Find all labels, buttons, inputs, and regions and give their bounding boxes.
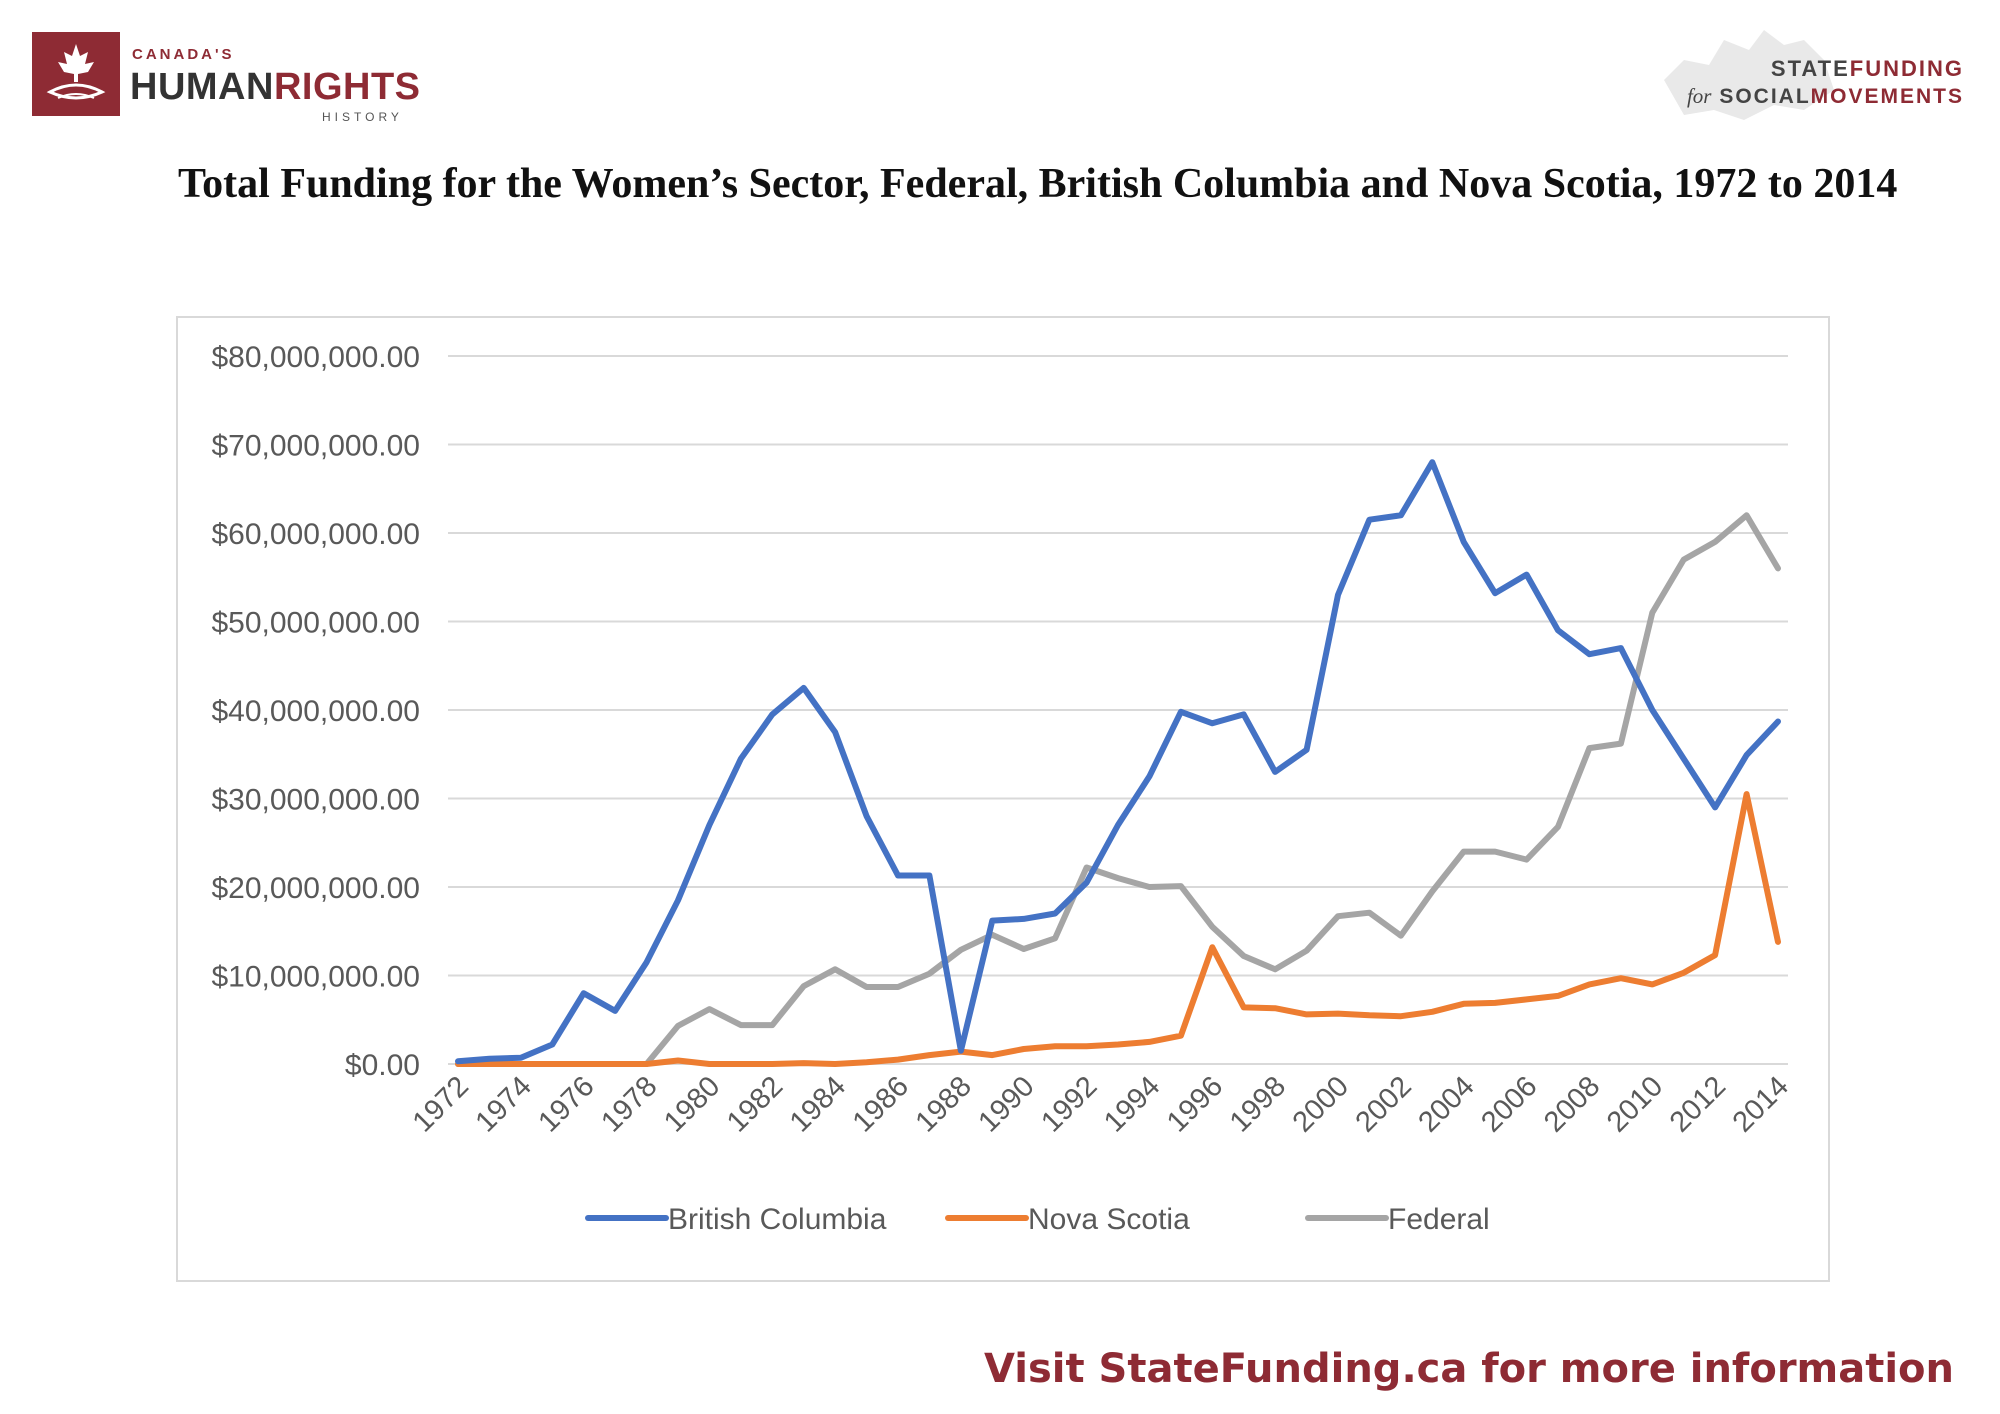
y-tick-label: $60,000,000.00	[211, 518, 420, 551]
right-logo-line-2b: SOCIAL	[1719, 85, 1811, 108]
x-tick-label: 1998	[1224, 1070, 1292, 1138]
y-tick-label: $80,000,000.00	[211, 341, 420, 374]
x-tick-label: 1996	[1161, 1070, 1229, 1138]
right-logo-line-1b: FUNDING	[1849, 56, 1964, 81]
x-tick-label: 1986	[847, 1070, 915, 1138]
line-chart: $0.00 $10,000,000.00 $20,000,000.00 $30,000…	[211, 341, 1795, 1236]
right-logo-line-1a: STATE	[1770, 56, 1850, 81]
y-tick-label: $40,000,000.00	[211, 695, 420, 728]
right-logo-line-2: for SOCIALMOVEMENTS	[1564, 84, 1964, 109]
right-logo-for: for	[1686, 84, 1712, 108]
page-title: Total Funding for the Women’s Sector, Fe…	[178, 161, 1898, 207]
legend-label: Nova Scotia	[1028, 1203, 1190, 1236]
chart-frame: $0.00 $10,000,000.00 $20,000,000.00 $30,000…	[176, 316, 1830, 1282]
series-line-nova-scotia	[455, 791, 1781, 1067]
y-tick-label: $70,000,000.00	[211, 430, 420, 463]
x-tick-label: 1978	[595, 1070, 663, 1138]
series-line-british-columbia	[455, 459, 1781, 1065]
x-tick-label: 1980	[658, 1070, 726, 1138]
logo-line-2b: RIGHTS	[273, 66, 421, 108]
x-tick-label: 2008	[1538, 1070, 1606, 1138]
y-tick-label: $20,000,000.00	[211, 872, 420, 905]
x-tick-label: 2000	[1287, 1070, 1355, 1138]
legend-label: British Columbia	[668, 1203, 887, 1236]
y-tick-label: $0.00	[345, 1049, 420, 1082]
right-logo-line-1: STATEFUNDING	[1564, 56, 1964, 82]
x-tick-label: 2012	[1664, 1070, 1732, 1138]
right-logo-line-2c: MOVEMENTS	[1810, 85, 1964, 108]
x-tick-label: 2006	[1475, 1070, 1543, 1138]
y-tick-label: $50,000,000.00	[211, 607, 420, 640]
x-tick-label: 1984	[784, 1070, 852, 1138]
legend-label: Federal	[1388, 1203, 1490, 1236]
y-tick-label: $30,000,000.00	[211, 784, 420, 817]
x-tick-label: 1990	[972, 1070, 1040, 1138]
x-tick-label: 1982	[721, 1070, 789, 1138]
logo-line-1: CANADA'S	[132, 46, 235, 63]
x-tick-label: 1994	[1098, 1070, 1166, 1138]
logo-line-2: HUMANRIGHTS	[130, 66, 421, 109]
logo-line-2a: HUMAN	[130, 66, 274, 108]
x-tick-label: 2002	[1350, 1070, 1418, 1138]
x-tick-label: 2014	[1727, 1070, 1795, 1138]
x-tick-label: 1976	[532, 1070, 600, 1138]
maple-leaf-icon	[32, 32, 120, 116]
footer-link-text[interactable]: Visit StateFunding.ca for more informati…	[984, 1346, 1954, 1392]
x-tick-label: 1974	[470, 1070, 538, 1138]
x-tick-label: 2010	[1601, 1070, 1669, 1138]
statefunding-logo: STATEFUNDING for SOCIALMOVEMENTS	[1564, 30, 1964, 126]
x-tick-label: 2004	[1412, 1070, 1480, 1138]
x-tick-label: 1988	[910, 1070, 978, 1138]
series-line-federal	[455, 512, 1781, 1067]
humanrights-logo: CANADA'S HUMANRIGHTS HISTORY	[32, 32, 452, 124]
x-tick-label: 1992	[1035, 1070, 1103, 1138]
y-tick-label: $10,000,000.00	[211, 961, 420, 994]
logo-line-3: HISTORY	[322, 110, 403, 124]
canada-map-icon	[1664, 30, 1834, 120]
